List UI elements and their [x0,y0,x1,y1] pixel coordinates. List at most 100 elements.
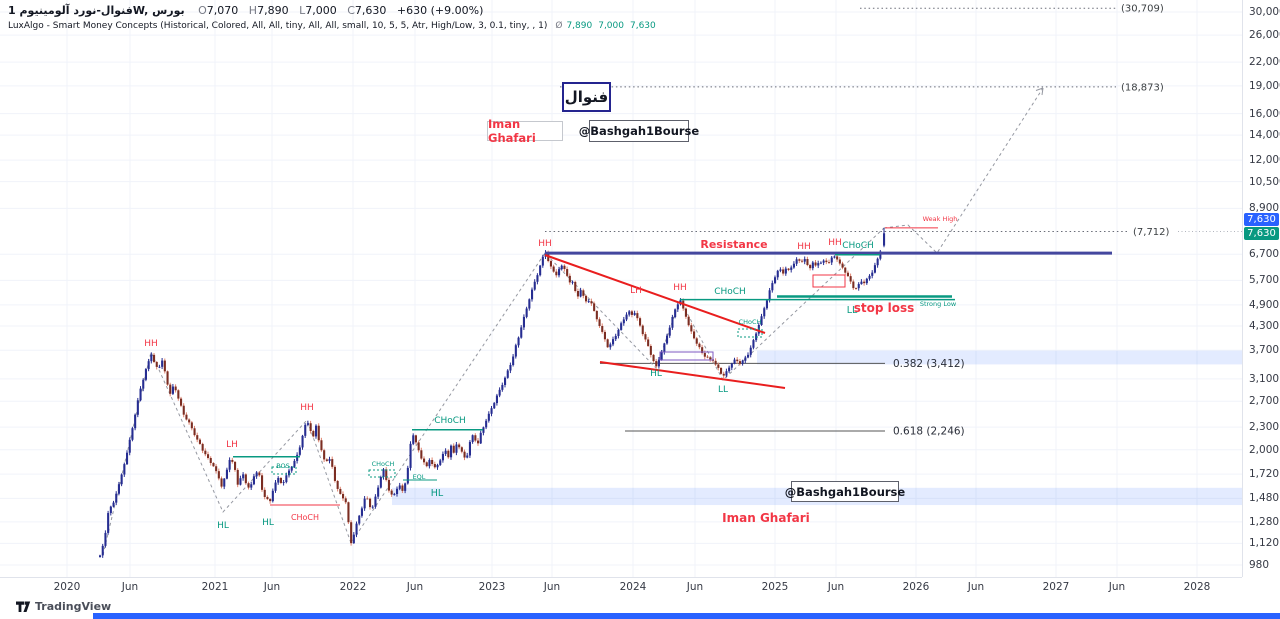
time-tick-label: 2020 [53,581,81,593]
time-tick-label: Jun [121,581,139,593]
fib-level-label: 0.618 (2,246) [893,425,965,437]
annotation-choch: CHoCH [714,287,746,297]
price-tick-label: 4,900 [1249,298,1280,311]
structure-box [812,274,846,288]
indicator-value-close: 7,630 [629,21,656,31]
annotation-choch: CHoCH [842,241,874,251]
annotation-hh: HH [828,238,842,248]
time-tick-label: 2027 [1042,581,1070,593]
time-tick-label: Jun [827,581,845,593]
annotation-choch: CHoCH [739,318,762,326]
annotation-lh: LH [226,440,238,450]
price-tick-label: 19,000 [1249,79,1280,92]
annotation-hh: HH [144,339,158,349]
price-tick-label: 3,700 [1249,344,1280,357]
price-tick-label: 8,900 [1249,202,1280,215]
price-tick-label: 2,000 [1249,443,1280,456]
annotation-hl: HL [650,369,662,379]
annotation-eql: EQL [413,473,426,481]
time-tick-label: Jun [967,581,985,593]
structure-box [659,351,714,361]
target-level-label: (18,873) [1121,82,1164,93]
price-tick-label: 30,000 [1249,6,1280,18]
annotation-hh: HH [538,239,552,249]
structure-box [737,328,763,338]
time-tick-label: Jun [686,581,704,593]
annotation-stop-loss: stop loss [854,301,915,315]
ohlc-high: H7,890 [248,4,289,17]
time-tick-label: 2026 [902,581,930,593]
annotation-choch: CHoCH [291,513,319,522]
time-tick-label: 2024 [619,581,647,593]
annotation-ll: LL [718,385,728,395]
annotation-hl: HL [431,488,444,499]
annotation-strong-low: Strong Low [920,300,957,308]
indicator-legend[interactable]: LuxAlgo - Smart Money Concepts (Historic… [8,21,662,31]
fanaval-label-box[interactable]: فنوال [562,82,611,112]
time-tick-label: 2022 [339,581,367,593]
ohlc-close: C7,630 [347,4,387,17]
annotation-hl: HL [262,518,274,528]
price-axis[interactable]: 30,000 26,000 22,000 19,000 16,000 14,000 12,0… [1242,0,1280,577]
indicator-phi: Ø [555,21,563,31]
trendline [599,361,786,389]
price-tick-label: 3,100 [1249,372,1280,385]
structure-box [271,466,297,475]
target-level-label: (7,712) [1133,227,1170,238]
price-tick-label: 1,480 [1249,492,1280,505]
annotation-hl: HL [217,521,229,531]
annotation-ll: LL [847,305,858,316]
annotation-hh: HH [300,403,314,413]
ohlc-low: L7,000 [299,4,337,17]
fib-level-label: 0.382 (3,412) [893,358,965,370]
price-tick-label: 10,500 [1249,175,1280,188]
annotation-resistance: Resistance [700,238,767,251]
time-axis[interactable]: 2020 Jun 2021 Jun 2022 Jun 2023 Jun 2024 Jun 2025 J… [0,577,1242,599]
annotation-iman-ghafari: Iman Ghafari [722,511,810,525]
candlestick-series [99,227,886,558]
bashgah-label-box-bottom[interactable]: @Bashgah1Bourse [785,481,905,502]
price-tick-label: 1,280 [1249,515,1280,528]
ohlc-open: O7,070 [198,4,239,17]
tradingview-logo-icon [16,601,31,612]
time-tick-label: 2025 [761,581,789,593]
price-tick-label: 22,000 [1249,56,1280,69]
indicator-name: LuxAlgo - Smart Money Concepts (Historic… [8,21,548,31]
price-tick-label: 1,120 [1249,537,1280,550]
iman-ghafari-label-box[interactable]: Iman Ghafari [487,117,563,145]
annotation-hh: HH [797,242,811,252]
indicator-value-low: 7,000 [598,21,624,31]
price-tick-label: 1,720 [1249,468,1280,481]
time-tick-label: 2021 [201,581,229,593]
price-tick-label: 12,000 [1249,154,1280,167]
swing-zigzag [102,227,885,556]
time-tick-label: Jun [543,581,561,593]
price-tick-label: 2,700 [1249,395,1280,408]
price-tick-label: 6,700 [1249,248,1280,261]
trendline [544,254,766,334]
annotation-hh: HH [673,283,687,293]
price-tick-label: 980 [1249,559,1270,571]
price-tick-label: 14,000 [1249,129,1280,142]
annotation-weak-high: Weak High [923,215,958,223]
symbol-legend[interactable]: فنوال-نورد آلومینیوم 1W, بورس O7,070 H7,… [8,4,483,17]
annotation-choch: CHoCH [372,460,395,468]
projection-arrowhead [1035,87,1044,96]
time-tick-label: 2028 [1183,581,1211,593]
indicator-value-high: 7,890 [566,21,593,31]
price-tick-label: 26,000 [1249,29,1280,42]
time-tick-label: Jun [263,581,281,593]
time-tick-label: Jun [1108,581,1126,593]
price-tick-label: 16,000 [1249,107,1280,120]
price-tick-label: 2,300 [1249,421,1280,434]
tradingview-watermark-text: TradingView [35,600,112,613]
annotation-lh: LH [630,286,642,296]
annotation-bos: BOS [276,462,290,470]
tradingview-watermark[interactable]: TradingView [16,600,111,613]
price-change: +630 (+9.00%) [396,4,484,17]
time-tick-label: 2023 [478,581,506,593]
price-badge-price: 7,630 [1244,226,1279,240]
bashgah-label-box-top[interactable]: @Bashgah1Bourse [579,120,699,142]
